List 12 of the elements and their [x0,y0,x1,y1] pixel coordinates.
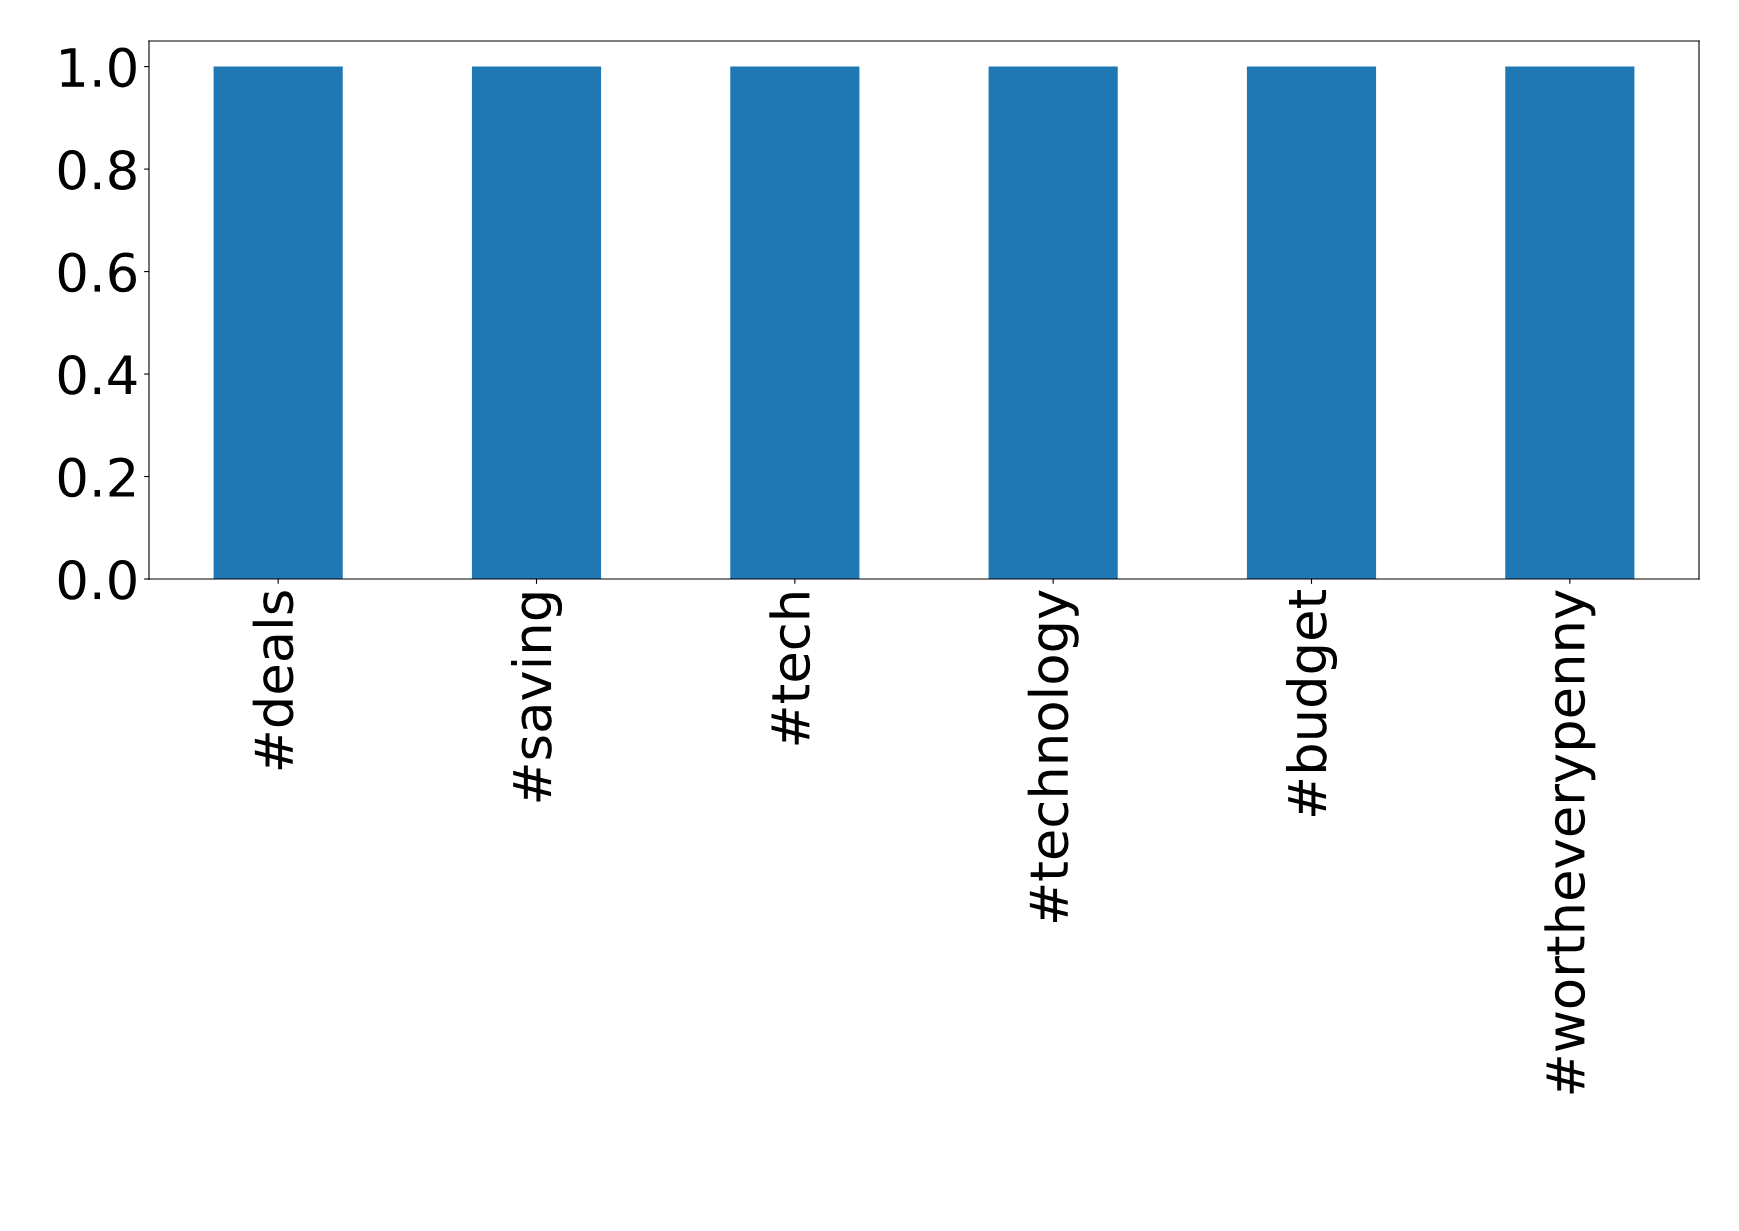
x-tick-label: #saving [510,593,563,802]
y-tick-label: 1.0 [61,47,136,88]
x-tick-label: #wortheverypenny [1544,590,1596,1094]
x-tick-label: #budget [1285,590,1338,816]
x-tick-label: #tech [769,593,811,745]
y-tick-label: 0.4 [58,354,137,395]
x-tick-label: #technology [1027,590,1079,922]
y-tick-label: 0.8 [58,149,136,190]
y-tick-label: 0.0 [58,559,136,600]
x-tick-label: #deals [252,591,294,770]
y-tick-label: 0.6 [58,252,136,293]
y-tick-label: 0.2 [58,457,134,498]
